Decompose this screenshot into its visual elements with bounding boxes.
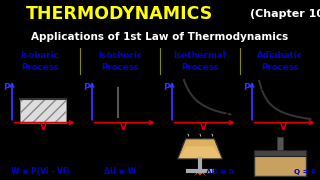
Polygon shape bbox=[179, 146, 221, 158]
Text: Process: Process bbox=[181, 64, 219, 72]
Text: P: P bbox=[243, 83, 250, 92]
Text: V: V bbox=[40, 123, 47, 132]
Text: Volume: Volume bbox=[103, 152, 137, 161]
Text: Isothermal: Isothermal bbox=[174, 51, 226, 60]
Text: W = P(Vi - Vf): W = P(Vi - Vf) bbox=[11, 167, 69, 176]
Polygon shape bbox=[194, 172, 206, 176]
Text: 2: 2 bbox=[65, 88, 70, 97]
Text: ΔU = 0: ΔU = 0 bbox=[206, 169, 234, 175]
Text: THERMODYNAMICS: THERMODYNAMICS bbox=[26, 4, 213, 22]
Text: Constant: Constant bbox=[100, 142, 140, 151]
Text: 2: 2 bbox=[303, 110, 308, 119]
Text: P: P bbox=[163, 83, 170, 92]
Text: Process: Process bbox=[21, 64, 59, 72]
Bar bbox=[277, 137, 283, 150]
Text: Process: Process bbox=[101, 64, 139, 72]
Text: Pressure: Pressure bbox=[20, 152, 60, 161]
Text: Process: Process bbox=[261, 64, 299, 72]
Text: Adiabatic: Adiabatic bbox=[257, 51, 303, 60]
Text: V: V bbox=[120, 123, 127, 132]
Text: Applications of 1st Law of Thermodynamics: Applications of 1st Law of Thermodynamic… bbox=[31, 32, 289, 42]
Text: Isobaric: Isobaric bbox=[20, 51, 60, 60]
Text: Constant: Constant bbox=[20, 142, 60, 151]
Text: 1: 1 bbox=[123, 110, 128, 119]
Text: V: V bbox=[200, 123, 207, 132]
Text: V: V bbox=[280, 123, 287, 132]
Text: P: P bbox=[83, 83, 90, 92]
Text: Vi: Vi bbox=[17, 124, 23, 129]
Polygon shape bbox=[178, 139, 222, 159]
Text: (Chapter 10): (Chapter 10) bbox=[250, 9, 320, 19]
Text: 1: 1 bbox=[260, 83, 265, 92]
Text: Q = 0: Q = 0 bbox=[294, 169, 317, 175]
Text: P: P bbox=[3, 83, 10, 92]
Text: ΔU = W: ΔU = W bbox=[104, 167, 136, 176]
Text: 2: 2 bbox=[123, 81, 128, 90]
Bar bbox=[254, 150, 306, 156]
Text: 1: 1 bbox=[16, 88, 21, 97]
Text: Vf: Vf bbox=[62, 124, 69, 129]
Bar bbox=[254, 150, 306, 176]
Bar bbox=[20, 99, 66, 123]
Text: Isochoric: Isochoric bbox=[98, 51, 142, 60]
Text: 1: 1 bbox=[178, 78, 183, 87]
Text: 2: 2 bbox=[223, 110, 228, 119]
